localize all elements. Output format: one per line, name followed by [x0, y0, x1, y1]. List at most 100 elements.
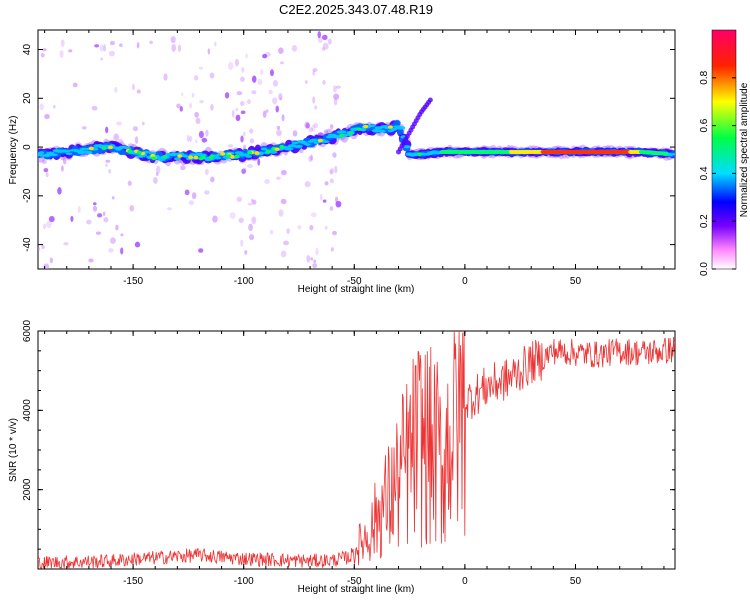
ridge-hotspot: [151, 156, 157, 161]
ridge-hotspot: [177, 154, 183, 158]
ridge-mark: [313, 141, 320, 144]
spectrogram-xtick-label: 50: [570, 276, 582, 287]
ridge-hotspot: [387, 125, 393, 129]
noise-speckle: [194, 111, 199, 118]
colorbar-gradient: [711, 29, 737, 270]
noise-speckle: [257, 158, 261, 166]
noise-speckle: [171, 44, 177, 52]
snr-xtick-label: 0: [462, 576, 468, 587]
noise-speckle: [205, 129, 209, 137]
noise-speckle: [48, 216, 55, 223]
ridge-hotspot: [247, 150, 253, 155]
noise-speckle: [247, 164, 254, 168]
noise-speckle: [272, 80, 279, 87]
noise-speckle: [264, 178, 270, 184]
noise-speckle: [304, 80, 308, 84]
noise-speckle: [279, 61, 285, 65]
noise-speckle: [201, 137, 208, 143]
noise-speckle: [100, 57, 104, 61]
ridge-mark: [360, 127, 367, 132]
noise-speckle: [91, 105, 98, 111]
spectrogram-panel: -150 -100 -50 0 50 -40 -20 0 20 40 Height of stra…: [8, 29, 676, 295]
noise-speckle: [92, 205, 98, 212]
noise-speckle: [43, 223, 46, 230]
noise-speckle: [335, 200, 342, 208]
noise-speckle: [336, 85, 341, 89]
noise-speckle: [49, 257, 53, 264]
ridge-mark: [82, 150, 93, 155]
spectrogram-xtick-label: -100: [234, 276, 254, 287]
snr-xtick-label: -100: [234, 576, 254, 587]
noise-speckle: [322, 42, 329, 50]
ridge-mark: [38, 151, 45, 155]
noise-speckle: [309, 224, 314, 231]
noise-speckle: [315, 247, 319, 256]
noise-speckle: [59, 50, 64, 58]
noise-speckle: [70, 215, 74, 222]
noise-speckle: [240, 110, 246, 115]
noise-speckle: [310, 154, 313, 161]
noise-speckle: [270, 69, 274, 77]
noise-speckle: [251, 216, 257, 225]
noise-speckle: [312, 263, 317, 269]
noise-speckle: [257, 78, 263, 86]
noise-speckle: [198, 248, 204, 253]
noise-speckle: [99, 44, 105, 52]
noise-speckle: [207, 48, 211, 55]
noise-speckle: [198, 66, 204, 70]
noise-speckle: [236, 91, 243, 96]
snr-ytick-label: 4000: [22, 399, 33, 422]
ridge-mark: [174, 157, 181, 161]
snr-marks: [38, 331, 675, 569]
noise-speckle: [245, 53, 248, 59]
noise-speckle: [191, 92, 195, 98]
noise-speckle: [117, 138, 124, 144]
ridge-mark: [79, 147, 90, 151]
noise-speckle: [108, 50, 115, 57]
noise-speckle: [241, 168, 246, 174]
noise-speckle: [305, 122, 310, 129]
chart-title: C2E2.2025.343.07.48.R19: [279, 2, 433, 17]
branch-mark: [427, 97, 433, 103]
noise-speckle: [297, 225, 302, 230]
ridge-mark: [396, 129, 404, 135]
noise-speckle: [40, 53, 45, 58]
noise-speckle: [242, 131, 246, 137]
ridge-hotspot: [317, 138, 323, 143]
ridge-mark: [61, 149, 71, 153]
noise-speckle: [319, 193, 323, 201]
noise-speckle: [312, 70, 315, 76]
ridge-mark: [48, 153, 58, 157]
noise-speckle: [330, 167, 335, 175]
colorbar-label: Normalized spectral amplitude: [739, 82, 750, 217]
ridge-hotspot: [220, 151, 226, 156]
noise-speckle: [280, 198, 287, 205]
noise-speckle: [134, 241, 141, 248]
noise-speckle: [265, 109, 269, 113]
noise-speckle: [41, 159, 47, 164]
noise-speckle: [45, 220, 52, 229]
noise-speckle: [278, 93, 283, 101]
noise-speckle: [179, 105, 183, 112]
noise-speckle: [308, 155, 313, 162]
noise-speckle: [96, 213, 103, 218]
colorbar-tick-label: 0.6: [699, 118, 710, 132]
ridge-hotspot: [356, 127, 362, 131]
ridge-mark: [291, 141, 299, 145]
noise-speckle: [194, 75, 199, 81]
noise-speckle: [310, 257, 314, 261]
ridge-mark: [65, 152, 73, 156]
noise-speckle: [275, 105, 279, 113]
noise-speckle: [312, 68, 318, 72]
ridge-mark: [322, 140, 330, 144]
noise-speckle: [280, 250, 287, 258]
noise-speckle: [329, 169, 333, 175]
noise-speckle: [272, 97, 278, 105]
noise-speckle: [204, 168, 209, 176]
noise-speckle: [198, 130, 204, 139]
noise-speckle: [251, 199, 257, 205]
noise-speckle: [103, 44, 107, 52]
noise-speckle: [41, 244, 45, 250]
ridge-mark: [260, 147, 268, 151]
noise-speckle: [167, 207, 172, 211]
